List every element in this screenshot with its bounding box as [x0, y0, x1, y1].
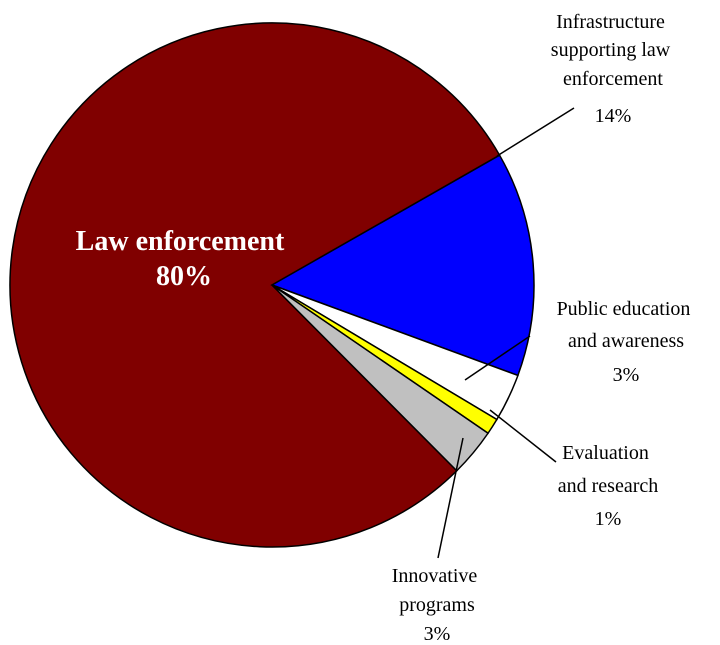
label-infrastructure: Infrastructure supporting law enforcemen…: [551, 11, 675, 90]
value-evaluation-research: 1%: [595, 508, 622, 530]
value-law-enforcement: 80%: [156, 261, 212, 292]
leader-infrastructure: [496, 107, 575, 157]
value-infrastructure: 14%: [595, 105, 632, 127]
slice-law-enforcement: [9, 22, 501, 548]
label-innovative-programs: Innovative programs: [392, 565, 483, 616]
value-public-education: 3%: [613, 364, 640, 386]
label-public-education: Public education and awareness: [557, 298, 696, 352]
value-innovative-programs: 3%: [424, 623, 451, 645]
leader-public-education: [464, 335, 531, 381]
leader-innovative-programs: [437, 437, 464, 559]
label-law-enforcement: Law enforcement: [76, 226, 285, 257]
slice-infrastructure: [270, 154, 535, 377]
leader-evaluation-research: [489, 409, 557, 463]
label-evaluation-research: Evaluation and research: [558, 442, 659, 497]
